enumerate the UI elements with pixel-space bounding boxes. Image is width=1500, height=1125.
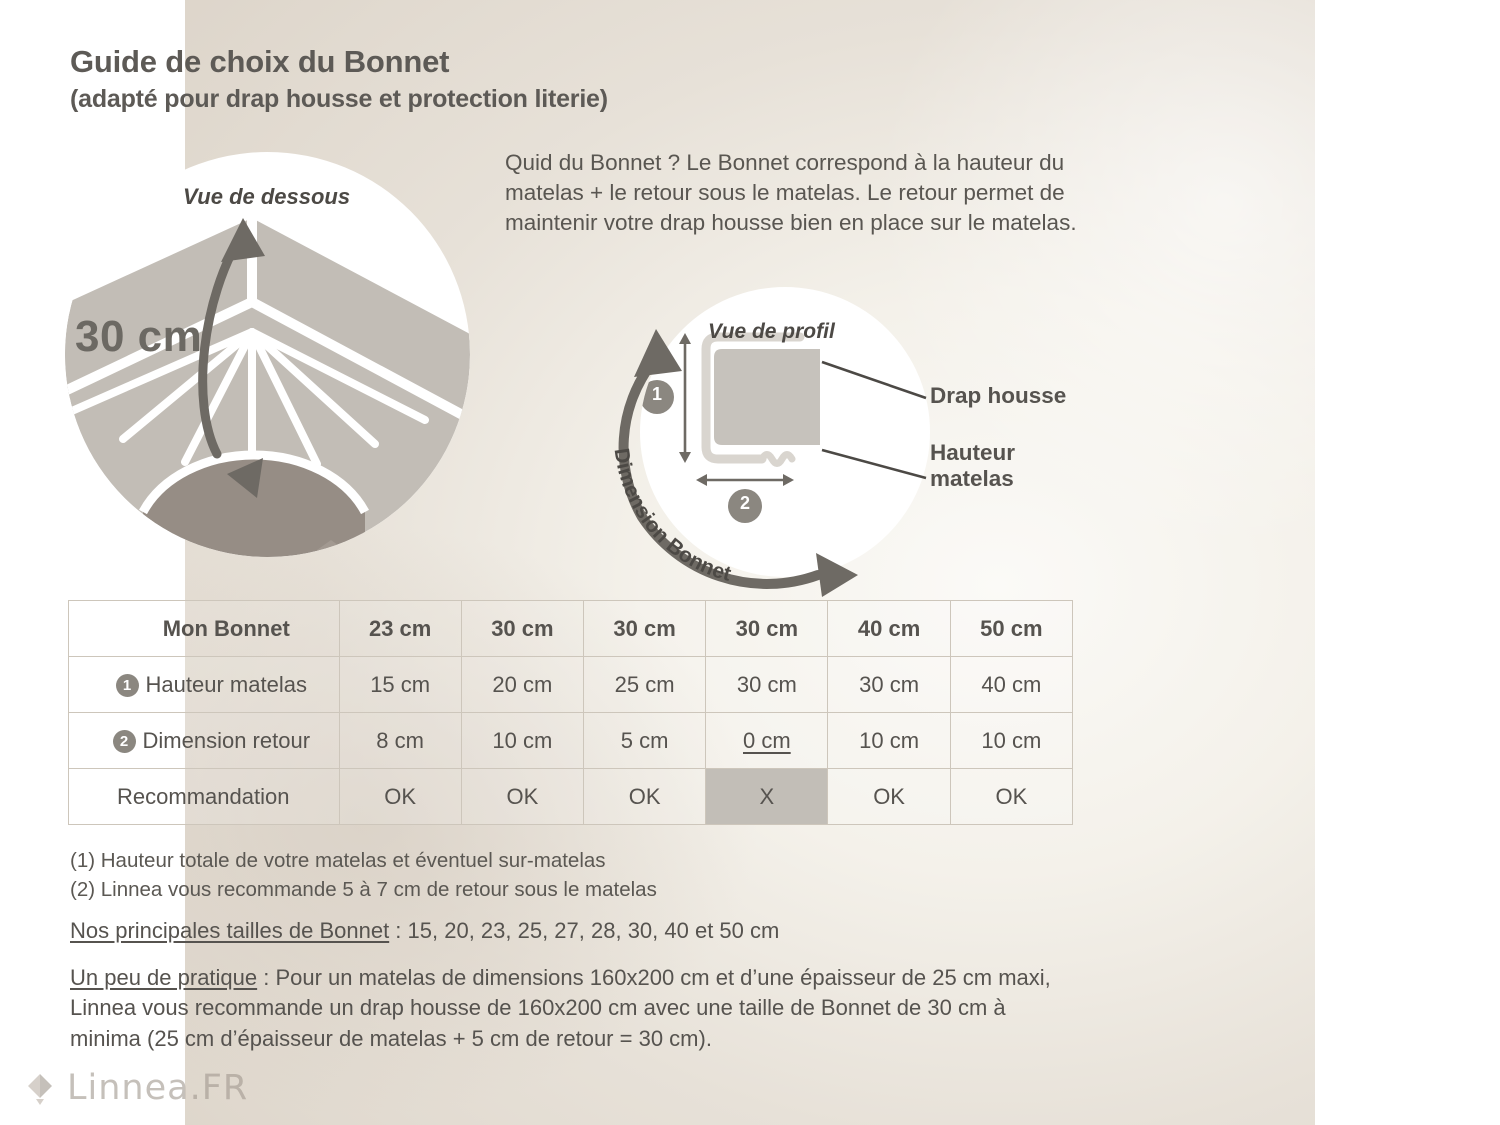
bottom-view-svg [65, 218, 470, 557]
table-row-dimension-retour: 2 Dimension retour 8 cm 10 cm 5 cm 0 cm 1… [68, 712, 1074, 769]
arrow-head-down [227, 458, 263, 498]
leader-line-mattress [821, 448, 927, 480]
footnote-2: (2) Linnea vous recommande 5 à 7 cm de r… [70, 878, 657, 902]
table-body: Mon Bonnet 23 cm 30 cm 30 cm 30 cm 40 cm… [68, 600, 1074, 825]
callout-leader-lines [821, 360, 927, 480]
cell-reco-5: OK [827, 768, 951, 825]
arc-arrow-head-top [634, 329, 682, 377]
cell-reco-4: X [705, 768, 829, 825]
badge-2-icon: 2 [112, 729, 136, 753]
table-row-hauteur-matelas: 1 Hauteur matelas 15 cm 20 cm 25 cm 30 cm… [68, 656, 1074, 713]
callout-hauteur-matelas: Hauteur matelas [930, 440, 1016, 491]
return-dimension-arrow [696, 474, 794, 486]
bottom-view-label: Vue de dessous [183, 184, 351, 209]
table-row-mon-bonnet: Mon Bonnet 23 cm 30 cm 30 cm 30 cm 40 cm… [68, 600, 1074, 657]
cell-bonnet-2: 30 cm [460, 600, 585, 657]
cell-hauteur-2: 20 cm [460, 656, 585, 713]
arc-stroke [618, 358, 823, 589]
cell-retour-4: 0 cm [705, 712, 829, 769]
badge-1-circle [640, 380, 674, 414]
cell-hauteur-3: 25 cm [582, 656, 707, 713]
principal-sizes-lead: Nos principales tailles de Bonnet [70, 918, 390, 943]
bonnet-guide-table-wrapper: Mon Bonnet 23 cm 30 cm 30 cm 30 cm 40 cm… [68, 600, 1074, 825]
cell-reco-3: OK [582, 768, 707, 825]
bonnet-guide-table: Mon Bonnet 23 cm 30 cm 30 cm 30 cm 40 cm… [68, 600, 1074, 825]
footnotes-block: (1) Hauteur totale de votre matelas et é… [70, 846, 657, 904]
pleat-lines [65, 328, 429, 476]
callout-drap-housse: Drap housse [930, 383, 1067, 408]
row-label-mon-bonnet: Mon Bonnet [68, 600, 340, 657]
row-label-text: Dimension retour [142, 727, 311, 753]
profile-view-svg [640, 332, 820, 523]
cell-hauteur-6: 40 cm [949, 656, 1074, 713]
diagram-bottom-view: Vue de dessous [65, 152, 470, 557]
core-edge [139, 450, 369, 515]
practice-paragraph: Un peu de pratique : Pour un matelas de … [70, 963, 1070, 1054]
arc-arrow-head-bottom [816, 553, 858, 597]
dimension-bonnet-arc: Dimension Bonnet [610, 329, 858, 597]
cell-hauteur-5: 30 cm [827, 656, 951, 713]
practice-rest: : Pour un matelas de dimensions 160x200 … [70, 965, 1051, 1051]
cell-retour-4-text: 0 cm [743, 727, 791, 753]
cell-bonnet-6: 50 cm [949, 600, 1074, 657]
row-label-text: Recommandation [117, 783, 290, 809]
diagram-profile-view: Vue de profil 1 2 [640, 287, 930, 577]
cell-bonnet-4: 30 cm [705, 600, 829, 657]
footnote-1: (1) Hauteur totale de votre matelas et é… [70, 849, 606, 872]
page-title: Guide de choix du Bonnet (adapté pour dr… [70, 44, 608, 114]
principal-sizes-rest: : 15, 20, 23, 25, 27, 28, 30, 40 et 50 c… [389, 918, 780, 943]
cell-retour-3: 5 cm [582, 712, 707, 769]
diamond-icon [28, 1074, 52, 1105]
linnea-logo[interactable]: Linnea.FR [25, 1068, 248, 1108]
mattress-left-panel [65, 218, 252, 410]
arc-label-text: Dimension Bonnet [610, 447, 734, 586]
cell-retour-5: 10 cm [827, 712, 951, 769]
badge-2-circle [728, 489, 762, 523]
mattress-height-arrow [679, 333, 691, 463]
cell-bonnet-3: 30 cm [582, 600, 707, 657]
cell-bonnet-5: 40 cm [827, 600, 951, 657]
profile-view-label: Vue de profil [708, 320, 835, 343]
row-label-dimension-retour: 2 Dimension retour [68, 712, 340, 769]
badge-1-number: 1 [651, 384, 662, 404]
row-label-hauteur-matelas: 1 Hauteur matelas [68, 656, 340, 713]
elastic-squiggle-icon [758, 451, 796, 467]
cell-retour-1: 8 cm [338, 712, 462, 769]
badge-1-icon: 1 [115, 673, 139, 697]
logo-wordmark: Linnea.FR [67, 1068, 249, 1108]
cell-reco-2: OK [460, 768, 585, 825]
mattress-core [143, 454, 365, 557]
table-row-recommandation: Recommandation OK OK OK X OK OK [68, 768, 1074, 825]
fitted-sheet-outline [701, 332, 805, 464]
cell-hauteur-1: 15 cm [338, 656, 462, 713]
cell-bonnet-1: 23 cm [338, 600, 462, 657]
badge-2-number: 2 [739, 493, 750, 513]
bonnet-measure-label: 30 cm [75, 312, 203, 361]
row-label-recommandation: Recommandation [68, 768, 340, 825]
cell-retour-6: 10 cm [949, 712, 1074, 769]
intro-paragraph: Quid du Bonnet ? Le Bonnet correspond à … [505, 150, 1077, 235]
cell-reco-6: OK [949, 768, 1074, 825]
row-label-text: Mon Bonnet [162, 615, 290, 641]
cell-retour-2: 10 cm [460, 712, 585, 769]
principal-sizes-line: Nos principales tailles de Bonnet : 15, … [70, 918, 779, 944]
arrow-head-up [221, 218, 265, 262]
bonnet-height-arrow [198, 218, 265, 498]
cell-reco-1: OK [338, 768, 462, 825]
mattress-block [714, 349, 820, 445]
title-line-1: Guide de choix du Bonnet [70, 44, 450, 79]
row-label-text: Hauteur matelas [145, 671, 307, 697]
leader-line-sheet [821, 360, 927, 400]
title-line-2: (adapté pour drap housse et protection l… [70, 84, 608, 113]
practice-lead: Un peu de pratique [70, 965, 258, 990]
cell-hauteur-4: 30 cm [705, 656, 829, 713]
